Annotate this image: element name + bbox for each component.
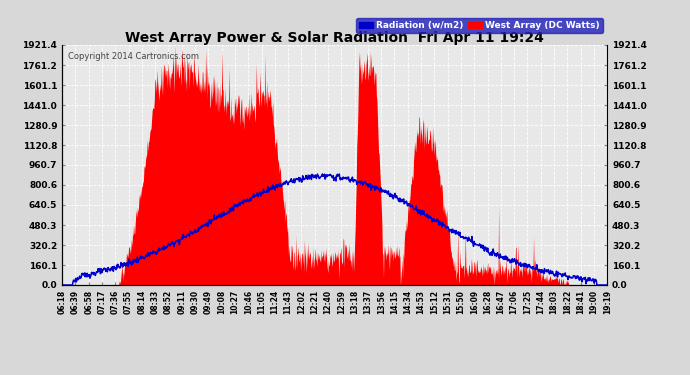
Title: West Array Power & Solar Radiation  Fri Apr 11 19:24: West Array Power & Solar Radiation Fri A… (125, 31, 544, 45)
Legend: Radiation (w/m2), West Array (DC Watts): Radiation (w/m2), West Array (DC Watts) (357, 18, 602, 33)
Text: Copyright 2014 Cartronics.com: Copyright 2014 Cartronics.com (68, 52, 199, 61)
